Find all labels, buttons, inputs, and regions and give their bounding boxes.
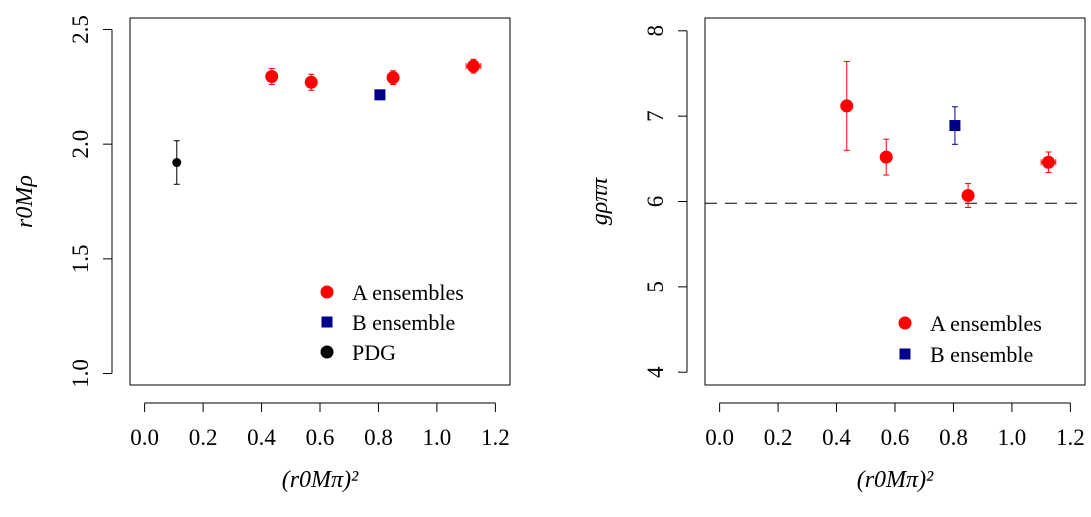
- p0-legend-marker-a-ensembles: [320, 285, 334, 299]
- p1-y-axis-title: gρππ: [587, 177, 613, 226]
- p0-x-tick-label: 0.4: [247, 425, 276, 450]
- p1-legend-marker-a-ensembles: [898, 316, 912, 330]
- p0-y-axis-title: r0Mρ: [12, 175, 38, 228]
- p1-x-tick-label: 0.8: [939, 425, 968, 450]
- p0-a-ensembles-point: [304, 75, 318, 89]
- p1-x-tick-label: 0.6: [881, 425, 910, 450]
- p1-b-ensemble-point: [949, 120, 961, 132]
- p1-a-ensembles-point: [961, 189, 975, 203]
- p0-legend-label-b-ensemble: B ensemble: [352, 310, 455, 335]
- p1-a-ensembles-point: [879, 150, 893, 164]
- p1-x-tick-label: 0.2: [764, 425, 793, 450]
- p0-a-ensembles-point: [466, 59, 480, 73]
- p0-x-tick-label: 0.6: [306, 425, 335, 450]
- p1-legend-marker-b-ensemble: [899, 348, 911, 360]
- chart-panel-r0-m-rho: 0.0 0.2 0.4 0.6 0.8 1.0 1.2 1.0 1.5 2.0 2.5 (r0Mπ)²…: [12, 15, 511, 493]
- p0-x-tick-label: 1.2: [481, 425, 510, 450]
- p0-x-tick-label: 1.0: [423, 425, 452, 450]
- p0-a-ensembles-point: [386, 71, 400, 85]
- p0-x-tick-label: 0.2: [189, 425, 218, 450]
- p0-x-tick-label: 0.0: [130, 425, 159, 450]
- p0-pdg-point: [172, 158, 182, 168]
- p0-plot-frame: [129, 17, 511, 386]
- p0-x-axis-title: (r0Mπ)²: [282, 467, 359, 493]
- p0-a-ensembles-point: [265, 69, 279, 83]
- p1-x-axis-title: (r0Mπ)²: [857, 467, 934, 493]
- p0-y-tick-label: 1.0: [68, 359, 93, 388]
- p0-x-tick-label: 0.8: [364, 425, 393, 450]
- p1-x-tick-label: 1.2: [1056, 425, 1085, 450]
- p1-plot-frame: [704, 17, 1086, 386]
- p1-y-tick-label: 8: [643, 25, 668, 37]
- p1-a-ensembles-point: [1041, 155, 1055, 169]
- p1-a-ensembles-point: [840, 99, 854, 113]
- p1-x-tick-label: 0.4: [822, 425, 851, 450]
- p1-y-tick-label: 6: [643, 196, 668, 208]
- p1-x-tick-label: 0.0: [705, 425, 734, 450]
- p1-y-tick-label: 5: [643, 281, 668, 293]
- p1-y-tick-label: 4: [643, 366, 668, 378]
- p0-y-tick-label: 2.0: [68, 130, 93, 159]
- p0-b-ensemble-point: [374, 89, 386, 101]
- p0-y-tick-label: 2.5: [68, 15, 93, 44]
- chart-panel-g-rho-pi-pi: 0.0 0.2 0.4 0.6 0.8 1.0 1.2 4 5 6 7 8 (r0Mπ)² gρππ A e…: [587, 17, 1086, 493]
- p1-legend-label-a-ensembles: A ensembles: [930, 311, 1042, 336]
- p0-legend-label-a-ensembles: A ensembles: [352, 280, 464, 305]
- p0-legend-label-pdg: PDG: [352, 340, 396, 365]
- p0-legend-marker-pdg: [320, 345, 334, 359]
- p0-y-tick-label: 1.5: [68, 244, 93, 273]
- p1-x-tick-label: 1.0: [998, 425, 1027, 450]
- p0-legend-marker-b-ensemble: [321, 316, 333, 328]
- p1-y-tick-label: 7: [643, 110, 668, 122]
- p1-legend-label-b-ensemble: B ensemble: [930, 342, 1033, 367]
